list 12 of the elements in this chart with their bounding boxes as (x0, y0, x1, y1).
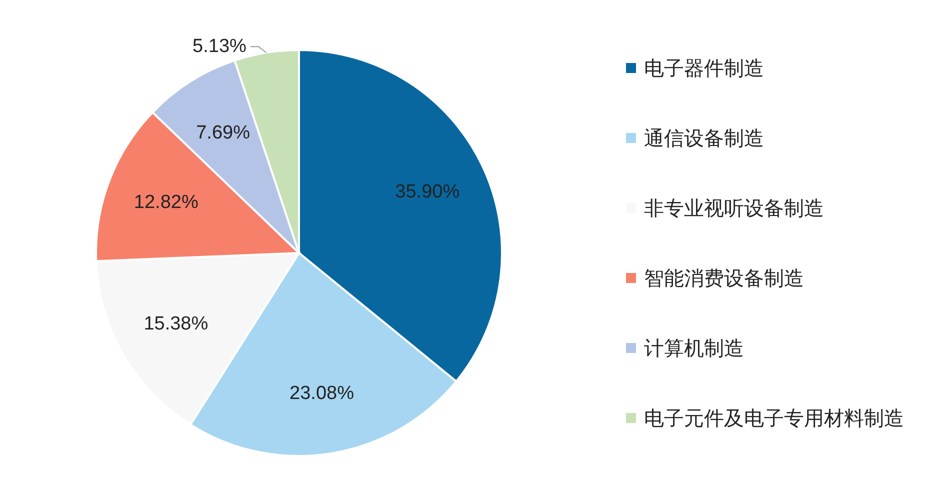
legend-label: 通信设备制造 (644, 126, 764, 152)
legend-label: 计算机制造 (644, 336, 744, 362)
data-label: 12.82% (134, 192, 198, 214)
legend-label: 电子元件及电子专用材料制造 (644, 406, 904, 432)
data-label: 7.69% (196, 122, 250, 144)
legend-label: 电子器件制造 (644, 56, 764, 82)
legend-label: 智能消费设备制造 (644, 266, 804, 292)
legend-label: 非专业视听设备制造 (644, 196, 824, 222)
data-label: 35.90% (395, 182, 460, 203)
data-label: 5.13% (192, 36, 247, 58)
data-label: 23.08% (290, 382, 354, 404)
data-label: 15.38% (144, 314, 208, 335)
